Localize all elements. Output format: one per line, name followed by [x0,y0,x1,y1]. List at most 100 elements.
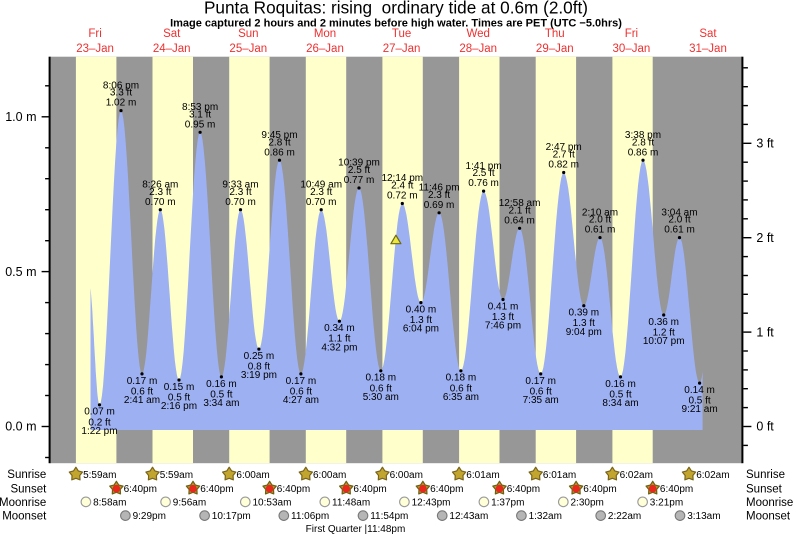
svg-text:0.34 m: 0.34 m [324,323,355,334]
svg-text:2.5 ft: 2.5 ft [348,165,370,176]
svg-text:0.15 m: 0.15 m [164,382,195,393]
svg-text:Fri: Fri [625,28,638,40]
svg-text:1.0 m: 1.0 m [5,110,36,124]
svg-text:2.7 ft: 2.7 ft [553,150,575,161]
svg-text:12:14 pm: 12:14 pm [381,173,423,184]
svg-text:0.5 ft: 0.5 ft [609,389,631,400]
svg-text:6:40pm: 6:40pm [124,484,157,495]
svg-text:9:33 am: 9:33 am [222,179,258,190]
svg-text:2.1 ft: 2.1 ft [508,205,530,216]
svg-text:9:21 am: 9:21 am [682,404,718,415]
svg-text:6:40pm: 6:40pm [353,484,386,495]
svg-text:25–Jan: 25–Jan [229,43,267,55]
svg-text:0.72 m: 0.72 m [387,191,418,202]
svg-text:2.3 ft: 2.3 ft [149,187,171,198]
svg-text:3.3 ft: 3.3 ft [110,88,132,99]
svg-text:8:06 pm: 8:06 pm [103,80,139,91]
svg-text:0.5 ft: 0.5 ft [168,393,190,404]
svg-text:31–Jan: 31–Jan [689,43,727,55]
svg-text:3.1 ft: 3.1 ft [189,109,211,120]
svg-text:2 ft: 2 ft [756,231,774,245]
svg-text:1.02 m: 1.02 m [106,98,137,109]
svg-text:2.8 ft: 2.8 ft [268,137,290,148]
svg-text:0.17 m: 0.17 m [286,376,317,387]
svg-text:First Quarter |11:48pm: First Quarter |11:48pm [306,524,406,535]
svg-text:0.76 m: 0.76 m [468,178,499,189]
svg-text:10:39 pm: 10:39 pm [338,158,380,169]
svg-text:6:02am: 6:02am [620,470,653,481]
svg-text:6:00am: 6:00am [236,470,269,481]
svg-text:1:37pm: 1:37pm [491,498,524,509]
svg-text:Thu: Thu [545,28,565,40]
svg-text:24–Jan: 24–Jan [153,43,191,55]
svg-text:0.36 m: 0.36 m [648,317,679,328]
svg-text:0.5 m: 0.5 m [5,265,36,279]
svg-text:2.8 ft: 2.8 ft [632,137,654,148]
svg-text:9:29pm: 9:29pm [133,511,166,522]
svg-text:28–Jan: 28–Jan [459,43,497,55]
svg-text:0.61 m: 0.61 m [585,225,616,236]
svg-text:2:41 am: 2:41 am [124,395,160,406]
svg-text:Sunrise: Sunrise [7,469,46,481]
svg-text:Sat: Sat [699,28,717,40]
svg-text:3:13am: 3:13am [687,511,720,522]
svg-text:2:22am: 2:22am [608,511,641,522]
svg-text:6:01am: 6:01am [543,470,576,481]
svg-text:6:01am: 6:01am [466,470,499,481]
svg-text:3:04 am: 3:04 am [661,207,697,218]
svg-text:0.18 m: 0.18 m [366,373,397,384]
svg-text:6:40pm: 6:40pm [660,484,693,495]
svg-text:Image captured 2 hours and 2 m: Image captured 2 hours and 2 minutes bef… [170,18,622,30]
svg-text:1:41 pm: 1:41 pm [466,161,502,172]
svg-text:Moonrise: Moonrise [746,497,793,509]
svg-text:12:43am: 12:43am [449,511,488,522]
svg-text:8:26 am: 8:26 am [142,179,178,190]
svg-text:2.0 ft: 2.0 ft [589,215,611,226]
svg-text:8:53 pm: 8:53 pm [182,102,218,113]
svg-text:6:02am: 6:02am [696,470,729,481]
svg-text:2:16 pm: 2:16 pm [161,401,197,412]
svg-text:0.61 m: 0.61 m [664,225,695,236]
svg-text:0.6 ft: 0.6 ft [530,386,552,397]
svg-text:0.07 m: 0.07 m [84,407,115,418]
svg-text:Sunrise: Sunrise [746,469,785,481]
svg-text:2.3 ft: 2.3 ft [428,190,450,201]
svg-text:5:59am: 5:59am [160,470,193,481]
svg-text:4:32 pm: 4:32 pm [321,342,357,353]
svg-text:1:22 pm: 1:22 pm [81,426,117,437]
svg-text:5:30 am: 5:30 am [363,392,399,403]
svg-text:6:35 am: 6:35 am [443,392,479,403]
svg-text:0.77 m: 0.77 m [344,175,375,186]
svg-text:0.41 m: 0.41 m [488,301,519,312]
svg-text:1.1 ft: 1.1 ft [328,334,350,345]
svg-text:3:34 am: 3:34 am [203,398,239,409]
svg-text:1 ft: 1 ft [756,325,774,339]
svg-text:Mon: Mon [314,28,336,40]
svg-text:0.70 m: 0.70 m [225,197,256,208]
svg-text:Moonset: Moonset [746,511,791,523]
svg-text:10:17pm: 10:17pm [212,511,251,522]
svg-text:12:43pm: 12:43pm [412,498,451,509]
svg-text:6:40pm: 6:40pm [430,484,463,495]
svg-text:6:00am: 6:00am [313,470,346,481]
svg-text:10:49 am: 10:49 am [300,179,342,190]
svg-text:Punta Roquitas: rising ordina: Punta Roquitas: rising ordinary tide at … [204,0,588,18]
svg-text:7:46 pm: 7:46 pm [485,321,521,332]
svg-text:Moonrise: Moonrise [0,497,46,509]
svg-text:0.86 m: 0.86 m [628,147,659,158]
svg-text:1.3 ft: 1.3 ft [410,315,432,326]
svg-text:0.2 ft: 0.2 ft [88,417,110,428]
svg-text:1:32am: 1:32am [529,511,562,522]
svg-text:8:58am: 8:58am [93,498,126,509]
svg-text:0.25 m: 0.25 m [244,351,275,362]
svg-text:6:40pm: 6:40pm [583,484,616,495]
svg-text:2:30pm: 2:30pm [571,498,604,509]
svg-text:0.70 m: 0.70 m [145,197,176,208]
svg-text:0.64 m: 0.64 m [504,215,535,226]
svg-text:Tue: Tue [392,28,411,40]
svg-text:0.8 ft: 0.8 ft [248,362,270,373]
svg-text:Sun: Sun [238,28,258,40]
svg-text:6:40pm: 6:40pm [277,484,310,495]
svg-text:0.39 m: 0.39 m [569,308,600,319]
svg-text:0.18 m: 0.18 m [446,373,477,384]
